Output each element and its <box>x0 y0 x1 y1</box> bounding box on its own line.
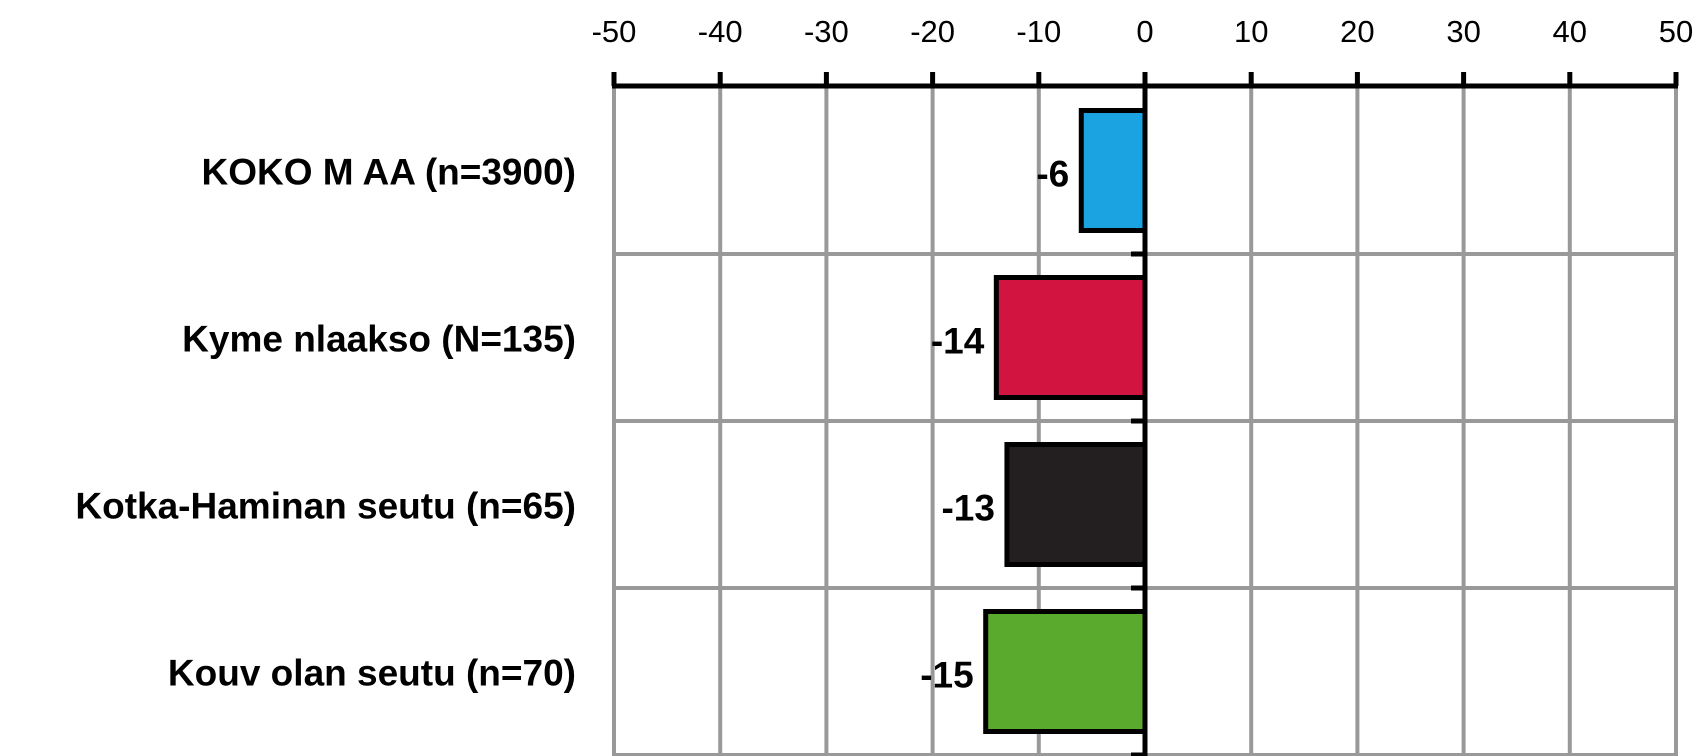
bar <box>1078 108 1148 233</box>
x-tick-label: 40 <box>1553 14 1587 49</box>
data-label: -14 <box>931 321 985 362</box>
category-label: Kotka-Haminan seutu (n=65) <box>75 486 576 527</box>
bar <box>983 609 1148 734</box>
x-tick-label: 50 <box>1659 14 1693 49</box>
data-label: -15 <box>920 655 973 696</box>
x-tick-label: 20 <box>1340 14 1374 49</box>
x-tick-label: -10 <box>1016 14 1061 49</box>
x-tick-label: 10 <box>1234 14 1268 49</box>
category-label: Kyme nlaakso (N=135) <box>182 319 576 360</box>
x-tick-label: -50 <box>592 14 637 49</box>
x-tick-label: -20 <box>910 14 955 49</box>
x-tick-label: -40 <box>698 14 743 49</box>
x-tick-label: -30 <box>804 14 849 49</box>
data-label: -6 <box>1036 154 1069 195</box>
data-label: -13 <box>941 488 994 529</box>
bar <box>993 275 1148 400</box>
bar <box>1004 442 1148 567</box>
category-label: KOKO M AA (n=3900) <box>201 152 576 193</box>
category-label: Kouv olan seutu (n=70) <box>168 653 576 694</box>
labels: -50 -40 -30 -20 -10 0 10 20 30 40 50 KOKO M AA (n=3… <box>75 14 1693 696</box>
x-tick-label: 30 <box>1446 14 1480 49</box>
x-tick-label: 0 <box>1136 14 1153 49</box>
axes <box>611 72 1679 756</box>
